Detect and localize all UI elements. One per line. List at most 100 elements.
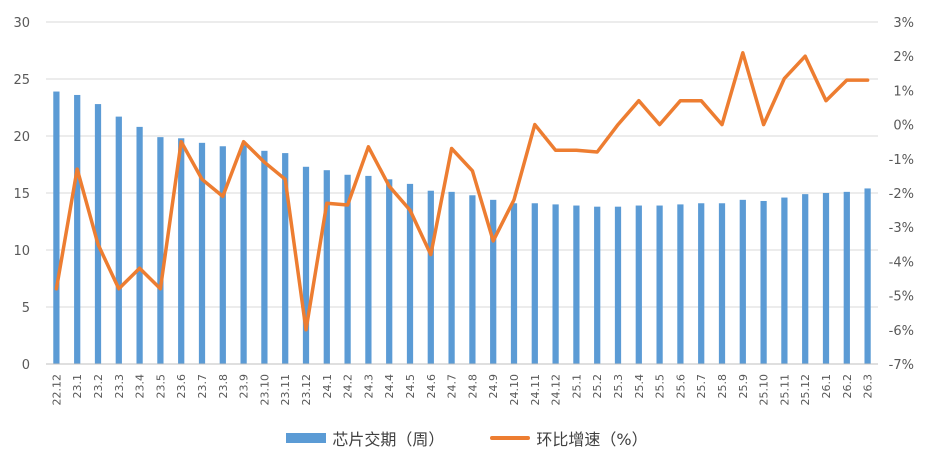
y-right-tick-label: 1%: [893, 84, 914, 99]
x-tick-label: 24.6: [425, 374, 438, 399]
legend-swatch-bar: [286, 433, 327, 443]
bar: [490, 199, 497, 364]
bar: [614, 206, 622, 364]
bar: [802, 194, 809, 364]
x-tick-label: 25.5: [654, 374, 667, 399]
x-tick-label: 23.7: [196, 374, 209, 399]
x-tick-label: 25.4: [633, 374, 646, 399]
x-tick-label: 24.7: [446, 374, 459, 399]
x-tick-label: 23.1: [71, 374, 84, 399]
y-right-tick-label: -6%: [889, 324, 914, 339]
legend-label-line: 环比增速（%）: [536, 430, 648, 449]
bar: [822, 193, 830, 364]
line-series: [54, 51, 870, 332]
y-right-tick-label: 0%: [893, 119, 914, 134]
x-tick-label: 23.6: [175, 374, 188, 399]
x-tick-label: 24.12: [550, 374, 563, 406]
y-axis-left: 0 5 10 15 20 25 30: [13, 16, 30, 373]
y-left-tick-label: 30: [13, 16, 30, 31]
bar: [344, 174, 351, 364]
bar: [864, 188, 871, 364]
bar: [406, 183, 414, 364]
bar: [781, 197, 788, 364]
bar: [115, 116, 122, 365]
x-tick-label: 25.7: [695, 374, 708, 399]
x-tick-label: 26.2: [841, 374, 854, 399]
bar: [94, 104, 102, 364]
x-tick-label: 23.10: [258, 374, 271, 406]
bar: [718, 203, 726, 364]
bar: [760, 200, 767, 364]
x-tick-label: 24.3: [362, 374, 375, 399]
x-tick-label: 24.8: [466, 374, 479, 399]
x-tick-label: 25.10: [758, 374, 771, 406]
y-left-tick-label: 20: [13, 130, 30, 145]
y-right-tick-label: -2%: [889, 187, 914, 202]
x-tick-label: 24.9: [487, 374, 500, 399]
bar: [178, 138, 185, 364]
bar: [573, 205, 580, 364]
bar: [261, 150, 268, 364]
x-tick-label: 22.12: [50, 374, 63, 406]
y-right-tick-label: -3%: [889, 221, 914, 236]
bar: [552, 204, 559, 364]
bar: [74, 94, 81, 365]
bar-series: [53, 91, 871, 365]
bar: [510, 203, 518, 364]
x-tick-label: 23.8: [217, 374, 230, 399]
y-left-tick-label: 5: [22, 301, 30, 316]
bar: [594, 206, 601, 364]
x-tick-label: 23.11: [279, 374, 292, 406]
combo-chart: 0 5 10 15 20 25 30 -7% -6% -5% -4% -3% -2% -1% 0% 1% 2%…: [13, 16, 914, 406]
bar: [198, 142, 206, 364]
legend-label-bar: 芯片交期（周）: [332, 430, 445, 449]
bar: [157, 137, 164, 364]
x-tick-label: 24.1: [321, 374, 334, 399]
x-tick-label: 24.5: [404, 374, 417, 399]
legend-item-line: 环比增速（%）: [490, 426, 648, 450]
x-tick-label: 25.12: [799, 374, 812, 406]
x-tick-label: 25.2: [591, 374, 604, 399]
y-right-tick-label: 3%: [893, 16, 914, 31]
x-axis: 22.12 23.1 23.2 23.3 23.4 23.5 23.6 23.7 23.8 23.…: [46, 363, 878, 406]
x-tick-label: 23.9: [238, 374, 251, 399]
x-tick-label: 23.5: [154, 374, 167, 399]
bar: [635, 205, 642, 364]
y-left-tick-label: 0: [22, 358, 30, 373]
y-left-tick-label: 10: [13, 244, 30, 259]
bar: [427, 190, 434, 364]
x-tick-label: 25.9: [737, 374, 750, 399]
x-tick-label: 24.11: [529, 374, 542, 406]
bar: [677, 204, 684, 364]
bar: [656, 205, 663, 364]
bar: [386, 179, 393, 364]
x-tick-label: 24.2: [342, 374, 355, 399]
x-tick-label: 23.12: [300, 374, 313, 406]
bar: [698, 203, 705, 364]
bar: [365, 175, 372, 364]
x-tick-label: 23.4: [134, 374, 147, 399]
y-axis-right: -7% -6% -5% -4% -3% -2% -1% 0% 1% 2% 3%: [889, 16, 914, 373]
bar: [219, 146, 226, 364]
bar: [739, 199, 746, 364]
y-left-tick-label: 15: [13, 187, 30, 202]
bar: [531, 203, 538, 364]
bar: [53, 91, 60, 364]
y-right-tick-label: -1%: [889, 153, 914, 168]
x-tick-label: 26.3: [862, 374, 875, 399]
bar: [282, 153, 289, 364]
legend-item-bar: 芯片交期（周）: [286, 426, 444, 450]
y-right-tick-label: -4%: [889, 255, 914, 270]
x-tick-label: 25.11: [778, 374, 791, 406]
x-tick-label: 23.2: [92, 374, 105, 399]
growth-line: [54, 51, 870, 332]
x-tick-label: 25.6: [674, 374, 687, 399]
x-tick-label: 23.3: [113, 374, 126, 399]
gridlines: [46, 21, 878, 365]
bar: [302, 166, 310, 364]
bar: [448, 191, 455, 364]
x-tick-label: 26.1: [820, 374, 833, 399]
x-tick-label: 25.3: [612, 374, 625, 399]
x-tick-label: 24.4: [383, 374, 396, 399]
legend: 芯片交期（周） 环比增速（%）: [0, 424, 934, 452]
